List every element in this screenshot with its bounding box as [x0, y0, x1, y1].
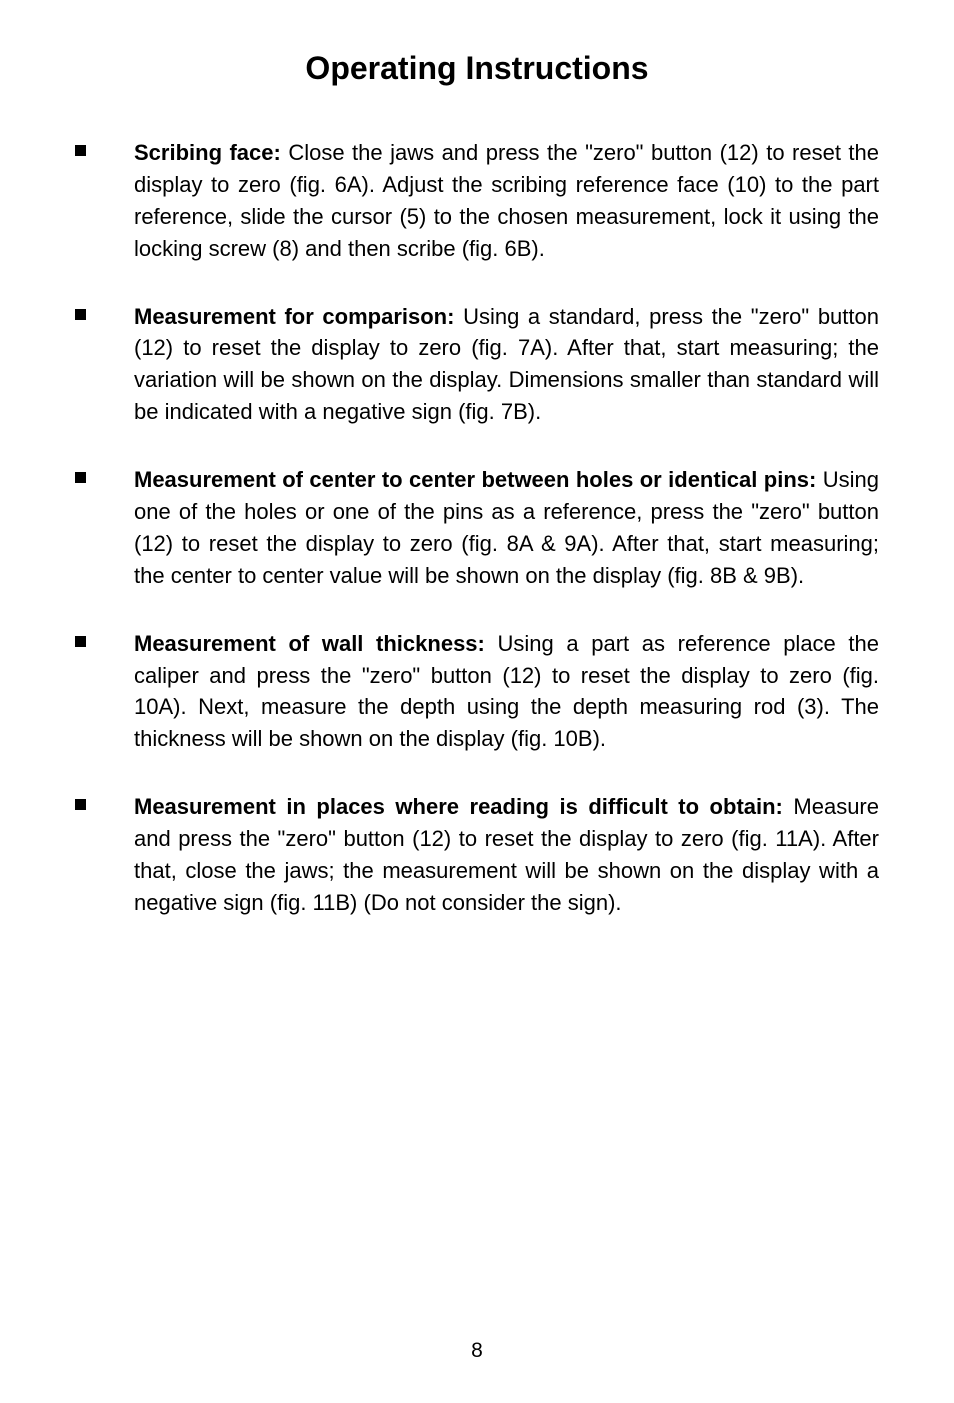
instructions-list: Scribing face: Close the jaws and press …	[75, 137, 879, 919]
item-lead: Measurement of wall thickness:	[134, 631, 485, 656]
item-lead: Measurement in places where reading is d…	[134, 794, 783, 819]
bullet-icon	[75, 145, 86, 156]
item-lead: Measurement for comparison:	[134, 304, 454, 329]
item-text: Measurement in places where reading is d…	[134, 791, 879, 919]
page-title: Operating Instructions	[75, 50, 879, 87]
list-item: Scribing face: Close the jaws and press …	[75, 137, 879, 265]
list-item: Measurement of wall thickness: Using a p…	[75, 628, 879, 756]
item-text: Measurement of center to center between …	[134, 464, 879, 592]
list-item: Measurement in places where reading is d…	[75, 791, 879, 919]
item-text: Measurement of wall thickness: Using a p…	[134, 628, 879, 756]
page-number: 8	[0, 1339, 954, 1363]
item-lead: Measurement of center to center between …	[134, 467, 816, 492]
list-item: Measurement for comparison: Using a stan…	[75, 301, 879, 429]
bullet-icon	[75, 799, 86, 810]
bullet-icon	[75, 472, 86, 483]
item-text: Scribing face: Close the jaws and press …	[134, 137, 879, 265]
item-text: Measurement for comparison: Using a stan…	[134, 301, 879, 429]
bullet-icon	[75, 309, 86, 320]
bullet-icon	[75, 636, 86, 647]
item-lead: Scribing face:	[134, 140, 281, 165]
list-item: Measurement of center to center between …	[75, 464, 879, 592]
